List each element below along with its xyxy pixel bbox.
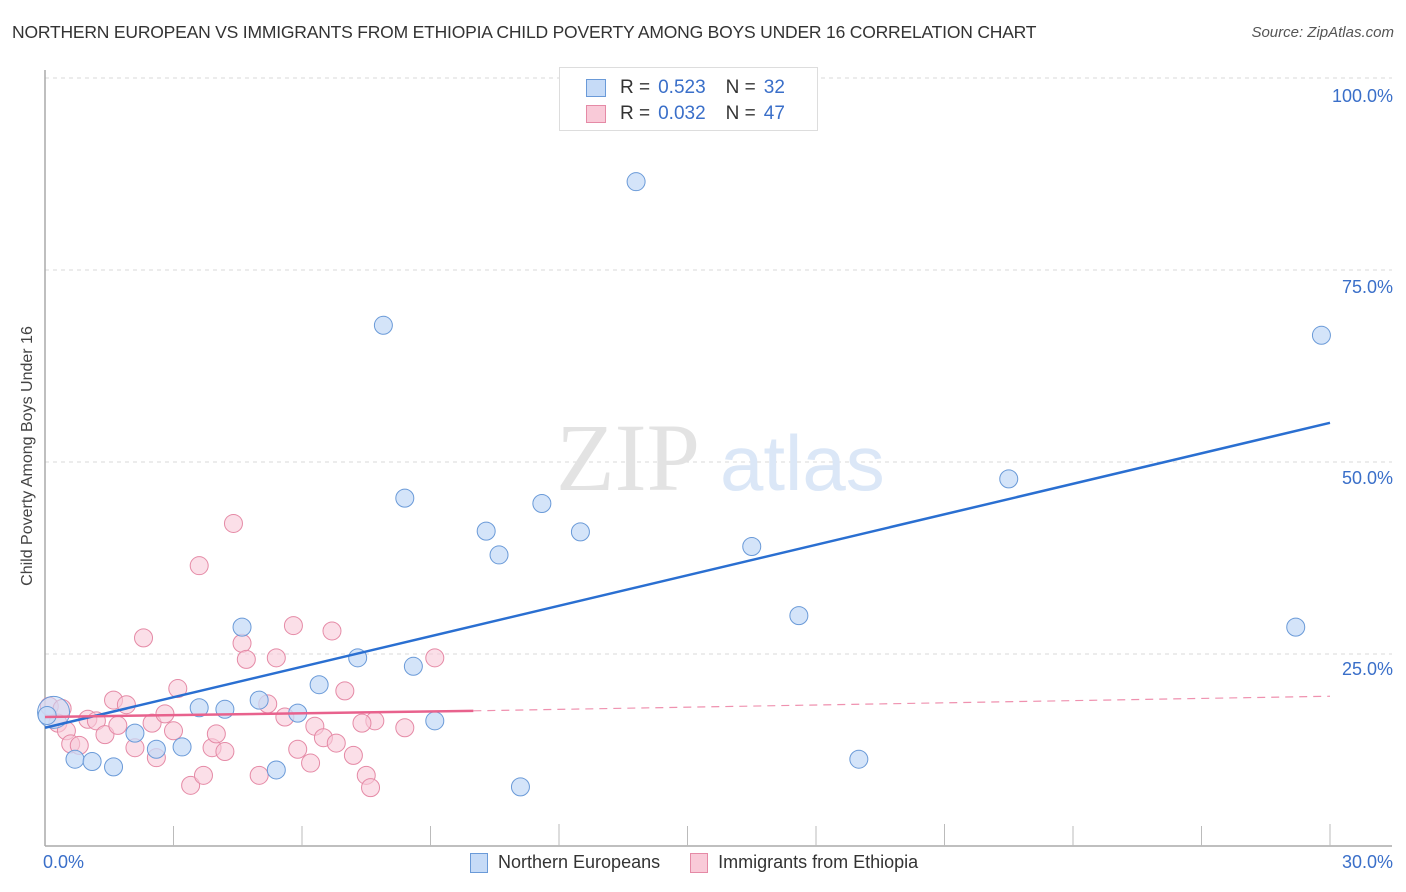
- data-point: [301, 753, 321, 773]
- legend-item-northern-europeans[interactable]: Northern Europeans: [470, 852, 660, 873]
- y-tick-100: 100.0%: [1331, 86, 1393, 106]
- data-point: [134, 628, 154, 648]
- pink-swatch-icon: [586, 105, 606, 123]
- data-point: [181, 775, 201, 795]
- data-point: [172, 737, 192, 757]
- data-point: [249, 765, 269, 785]
- data-point: [283, 616, 303, 636]
- r-value: 0.523: [658, 77, 706, 98]
- series-legend: Northern Europeans Immigrants from Ethio…: [470, 852, 948, 873]
- data-point: [249, 690, 269, 710]
- data-point: [168, 679, 188, 699]
- y-tick-25: 25.0%: [1341, 659, 1393, 679]
- n-label: N =: [725, 103, 756, 124]
- legend-row-ethiopia: R = 0.032 N = 47: [586, 102, 785, 126]
- data-point: [352, 713, 372, 733]
- northern-european-points: [37, 172, 1331, 797]
- data-point: [626, 172, 646, 192]
- data-point: [742, 536, 762, 556]
- data-point: [570, 522, 590, 542]
- legend-row-northern-europeans: R = 0.523 N = 32: [586, 76, 785, 100]
- data-point: [108, 715, 128, 735]
- data-point: [65, 749, 85, 769]
- data-point: [206, 724, 226, 744]
- data-point: [236, 649, 256, 669]
- x-tick-0: 0.0%: [43, 852, 85, 872]
- data-point: [82, 752, 102, 772]
- trend-lines: [44, 421, 1331, 729]
- trend-line-northern-europeans: [44, 421, 1331, 729]
- r-label: R =: [620, 77, 651, 98]
- trend-line-ethiopia: [44, 709, 474, 719]
- data-point: [266, 648, 286, 668]
- axes: [44, 70, 1392, 847]
- data-point: [215, 742, 235, 762]
- data-point: [999, 469, 1019, 489]
- data-point: [125, 723, 145, 743]
- data-point: [425, 648, 445, 668]
- source-label: Source: ZipAtlas.com: [1251, 24, 1394, 41]
- trend-line-ethiopia-extension: [473, 695, 1331, 712]
- n-value: 32: [763, 77, 785, 98]
- n-value: 47: [763, 103, 785, 124]
- data-point: [395, 718, 415, 738]
- data-point: [189, 556, 209, 576]
- data-point: [288, 739, 308, 759]
- data-point: [146, 739, 166, 759]
- data-point: [1311, 325, 1331, 345]
- data-point: [395, 488, 415, 508]
- data-point: [361, 778, 381, 798]
- data-point: [322, 621, 342, 641]
- r-label: R =: [620, 103, 651, 124]
- data-point: [95, 725, 115, 745]
- data-point: [155, 704, 175, 724]
- blue-swatch-icon: [470, 852, 488, 873]
- blue-swatch-icon: [586, 79, 606, 97]
- data-point: [425, 711, 445, 731]
- watermark-zip: ZIP: [556, 404, 700, 511]
- data-point: [489, 545, 509, 565]
- watermark: ZIP atlas: [556, 404, 885, 511]
- data-point: [189, 698, 209, 718]
- data-point: [326, 733, 346, 753]
- data-point: [849, 749, 869, 769]
- data-point: [164, 721, 183, 741]
- legend-item-ethiopia[interactable]: Immigrants from Ethiopia: [690, 852, 918, 873]
- pink-swatch-icon: [690, 852, 709, 873]
- data-point: [142, 713, 162, 733]
- data-point: [266, 760, 286, 780]
- chart-title: NORTHERN EUROPEAN VS IMMIGRANTS FROM ETH…: [12, 22, 1037, 42]
- data-point: [510, 777, 530, 797]
- data-point: [37, 705, 57, 725]
- ethiopia-points: [39, 513, 445, 798]
- data-point: [309, 675, 329, 695]
- legend-label: Immigrants from Ethiopia: [718, 852, 919, 872]
- data-point: [193, 765, 213, 785]
- data-point: [789, 606, 809, 626]
- data-point: [532, 493, 552, 513]
- data-point: [232, 617, 252, 637]
- correlation-legend: R = 0.523 N = 32 R = 0.032 N = 47: [559, 67, 818, 131]
- legend-label: Northern Europeans: [498, 852, 661, 872]
- data-point: [1286, 617, 1306, 637]
- data-point: [373, 315, 393, 335]
- data-point: [104, 757, 124, 777]
- r-value: 0.032: [658, 103, 706, 124]
- data-point: [343, 745, 363, 765]
- y-tick-75: 75.0%: [1341, 277, 1393, 297]
- y-tick-50: 50.0%: [1341, 468, 1393, 488]
- data-point: [335, 681, 355, 701]
- n-label: N =: [725, 77, 756, 98]
- watermark-atlas: atlas: [720, 419, 885, 507]
- data-point: [403, 656, 423, 676]
- data-point: [232, 633, 252, 653]
- data-point: [223, 513, 243, 533]
- data-point: [476, 521, 496, 541]
- x-tick-30: 30.0%: [1341, 852, 1393, 872]
